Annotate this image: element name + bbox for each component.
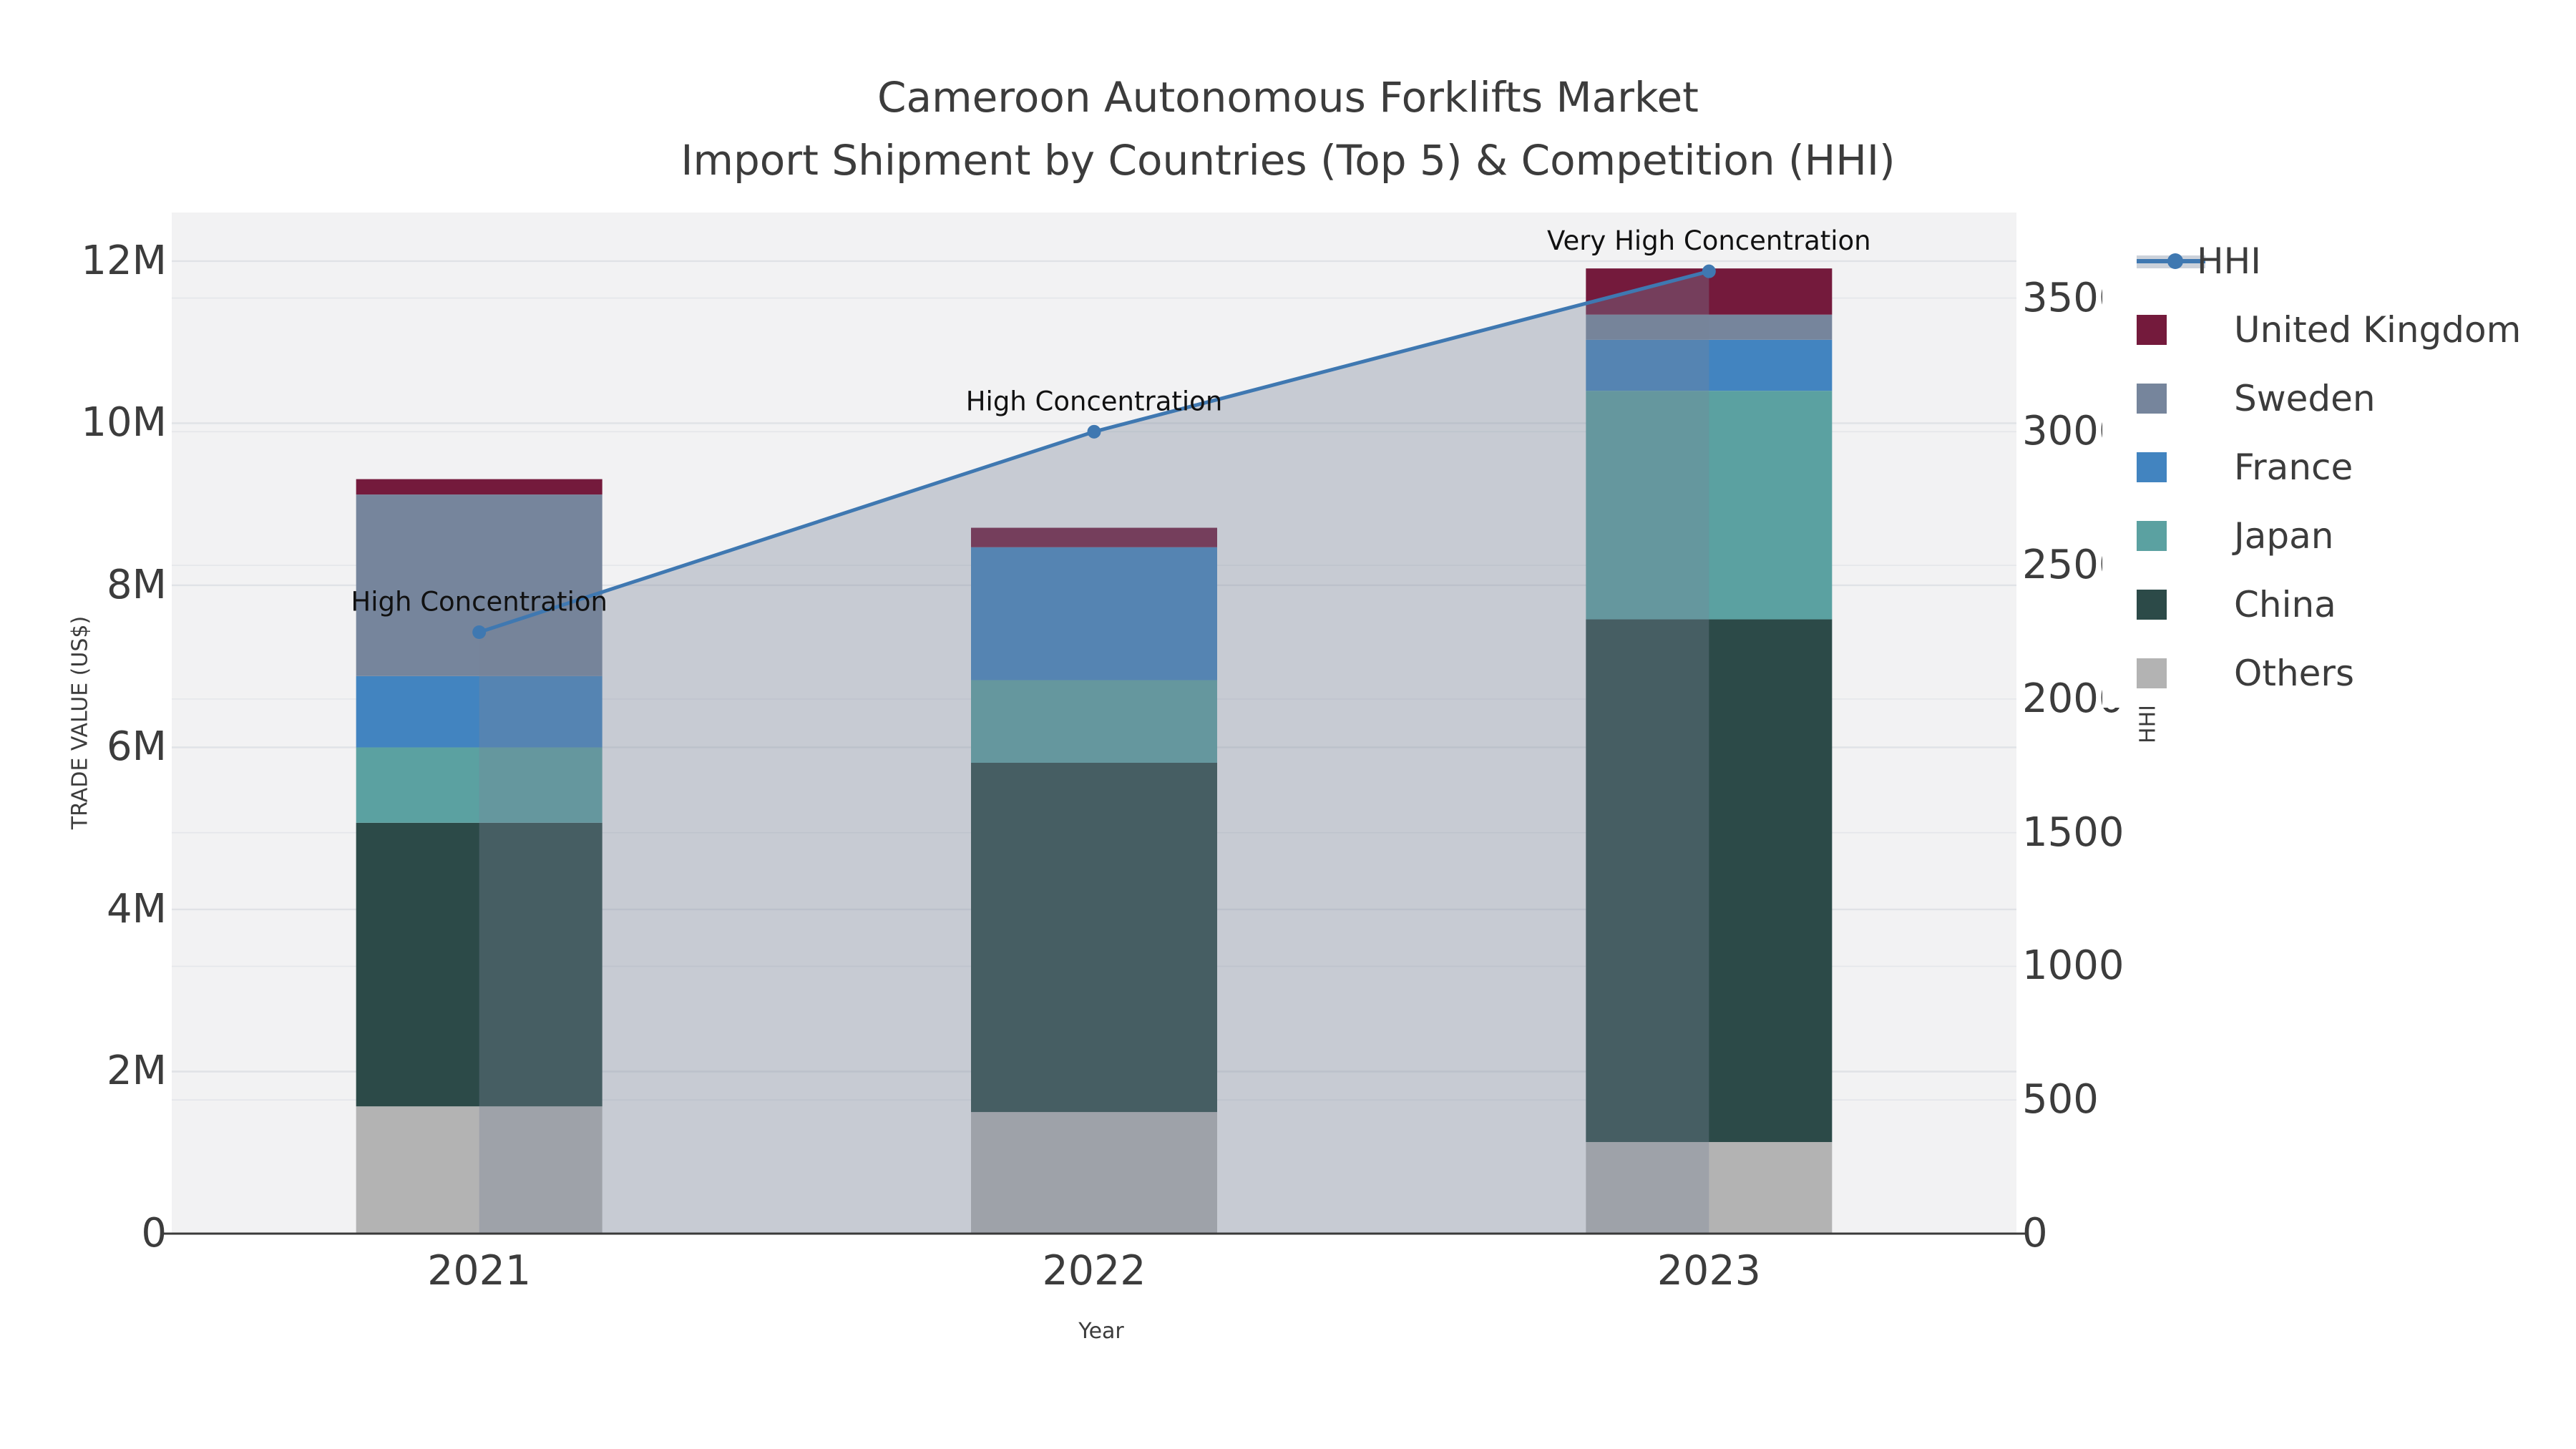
annotation-label-2023: Very High Concentration: [1547, 225, 1871, 256]
legend-label: HHI: [2197, 240, 2261, 282]
bar-segment-china-2023: [1586, 619, 1833, 1143]
legend-swatch-icon: [2137, 315, 2205, 345]
bar-segment-sweden-2021: [356, 494, 602, 676]
legend-item-hhi: HHI: [2102, 227, 2527, 296]
x-tick-label: 2022: [1042, 1247, 1146, 1294]
annotation-label-2021: High Concentration: [351, 586, 608, 617]
legend: HHI United Kingdom Sweden France Japan China O…: [2102, 227, 2527, 708]
right-tick-label: 1000: [2022, 942, 2124, 990]
left-tick-label: 2M: [107, 1048, 167, 1095]
chart-title: Cameroon Autonomous Forklifts Market Imp…: [0, 66, 2576, 192]
bar-segment-japan-2023: [1586, 391, 1833, 620]
bar-segment-others-2023: [1586, 1142, 1833, 1234]
bar-segment-united-kingdom-2021: [356, 479, 602, 495]
bar-segment-united-kingdom-2022: [971, 527, 1217, 547]
bar-segment-china-2021: [356, 822, 602, 1107]
right-axis-title: HHI: [2135, 705, 2161, 743]
bar-segment-france-2023: [1586, 339, 1833, 391]
bar-segment-japan-2021: [356, 747, 602, 823]
left-tick-label: 6M: [107, 723, 167, 771]
right-tick-label: 1500: [2022, 809, 2124, 856]
bar-segment-others-2022: [971, 1112, 1217, 1234]
right-tick-label: 0: [2022, 1210, 2048, 1257]
left-tick-label: 4M: [107, 885, 167, 932]
hhi-line-swatch-icon: [2137, 245, 2205, 277]
legend-swatch-icon: [2137, 521, 2205, 551]
hhi-area: [479, 271, 1709, 1234]
bar-segment-france-2022: [971, 547, 1217, 680]
legend-label: United Kingdom: [2234, 309, 2522, 351]
legend-swatch-icon: [2137, 384, 2205, 414]
right-tick-label: 500: [2022, 1076, 2099, 1123]
legend-item-united-kingdom: United Kingdom: [2102, 296, 2527, 364]
legend-item-sweden: Sweden: [2102, 364, 2527, 433]
hhi-marker-2022: [1087, 424, 1101, 439]
legend-swatch-icon: [2137, 590, 2205, 620]
plot-area: High Concentration High Concentration Very…: [160, 213, 2028, 1235]
left-axis-title: TRADE VALUE (US$): [67, 615, 93, 830]
annotation-label-2022: High Concentration: [966, 386, 1223, 416]
bar-segment-sweden-2023: [1586, 314, 1833, 340]
legend-label: Sweden: [2234, 378, 2376, 419]
legend-item-china: China: [2102, 570, 2527, 639]
x-tick-label: 2021: [427, 1247, 532, 1294]
left-tick-label: 8M: [107, 561, 167, 608]
chart-title-line1: Cameroon Autonomous Forklifts Market: [877, 73, 1699, 122]
legend-label: Others: [2234, 653, 2355, 694]
legend-swatch-icon: [2137, 452, 2205, 482]
legend-label: France: [2234, 447, 2353, 488]
hhi-marker-2023: [1702, 264, 1716, 278]
x-tick-label: 2023: [1657, 1247, 1761, 1294]
legend-item-japan: Japan: [2102, 502, 2527, 570]
left-tick-label: 10M: [81, 399, 167, 447]
x-axis-title: Year: [1078, 1319, 1124, 1344]
legend-label: Japan: [2234, 515, 2334, 557]
legend-swatch-icon: [2137, 658, 2205, 688]
bar-segment-others-2021: [356, 1106, 602, 1234]
legend-item-france: France: [2102, 433, 2527, 502]
left-tick-label: 12M: [81, 237, 167, 284]
legend-item-others: Others: [2102, 639, 2527, 708]
bar-segment-france-2021: [356, 675, 602, 748]
left-tick-label: 0: [141, 1210, 167, 1257]
legend-label: China: [2234, 584, 2336, 625]
bar-segment-china-2022: [971, 762, 1217, 1113]
hhi-marker-2021: [472, 625, 487, 639]
bar-segment-japan-2022: [971, 680, 1217, 763]
chart-title-line2: Import Shipment by Countries (Top 5) & C…: [680, 136, 1896, 185]
